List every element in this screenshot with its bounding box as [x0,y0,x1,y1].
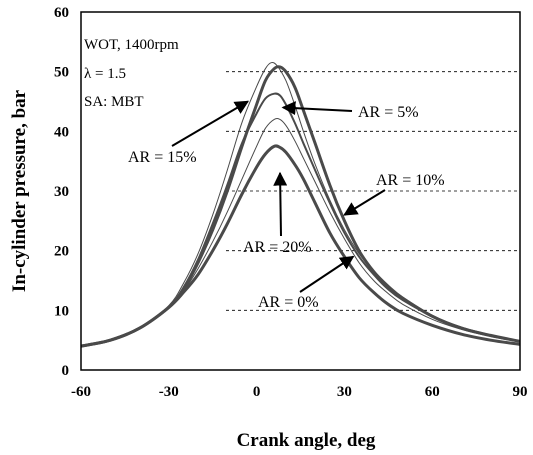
y-tick-label-2: 20 [54,244,69,260]
x-tick-label-4: 60 [425,384,440,400]
series-label-2: AR = 10% [376,172,445,189]
series-label-3: AR = 20% [243,239,312,256]
y-tick-label-1: 10 [54,303,69,319]
x-tick-label-1: -30 [159,384,179,400]
y-tick-label-3: 30 [54,184,69,200]
grid-lines [226,71,520,311]
y-axis-title: In-cylinder pressure, bar [9,89,30,292]
label-arrow-2 [343,189,386,216]
label-arrow-3 [273,171,288,237]
label-arrow-4 [299,255,355,293]
condition-annotation-1: λ = 1.5 [84,66,126,82]
series-label-4: AR = 0% [258,294,319,311]
series-label-0: AR = 15% [128,149,197,166]
condition-annotation-0: WOT, 1400rpm [84,37,179,53]
series-line-0 [80,144,521,348]
series-label-1: AR = 5% [358,104,419,121]
series-labels: AR = 15% AR = 5% AR = 10% AR = 20% AR = 0% [128,100,445,311]
label-arrow-0 [171,100,250,147]
x-tick-label-0: -60 [71,384,91,400]
tick-labels: -60 -30 0 30 60 90 0 10 20 30 40 50 60 [54,5,528,400]
annotation-block: WOT, 1400rpm λ = 1.5 SA: MBT [84,37,179,110]
x-tick-label-3: 30 [337,384,352,400]
x-tick-label-2: 0 [253,384,261,400]
condition-annotation-2: SA: MBT [84,94,144,110]
y-tick-label-6: 60 [54,5,69,21]
label-arrow-1 [281,101,353,116]
y-tick-label-5: 50 [54,65,69,81]
series-line-2 [80,117,521,347]
x-axis-title: Crank angle, deg [237,430,376,451]
y-tick-label-0: 0 [62,363,70,379]
x-tick-label-5: 90 [513,384,528,400]
series-line-3 [80,62,521,347]
plot-frame [80,11,521,371]
y-tick-label-4: 40 [54,124,69,140]
